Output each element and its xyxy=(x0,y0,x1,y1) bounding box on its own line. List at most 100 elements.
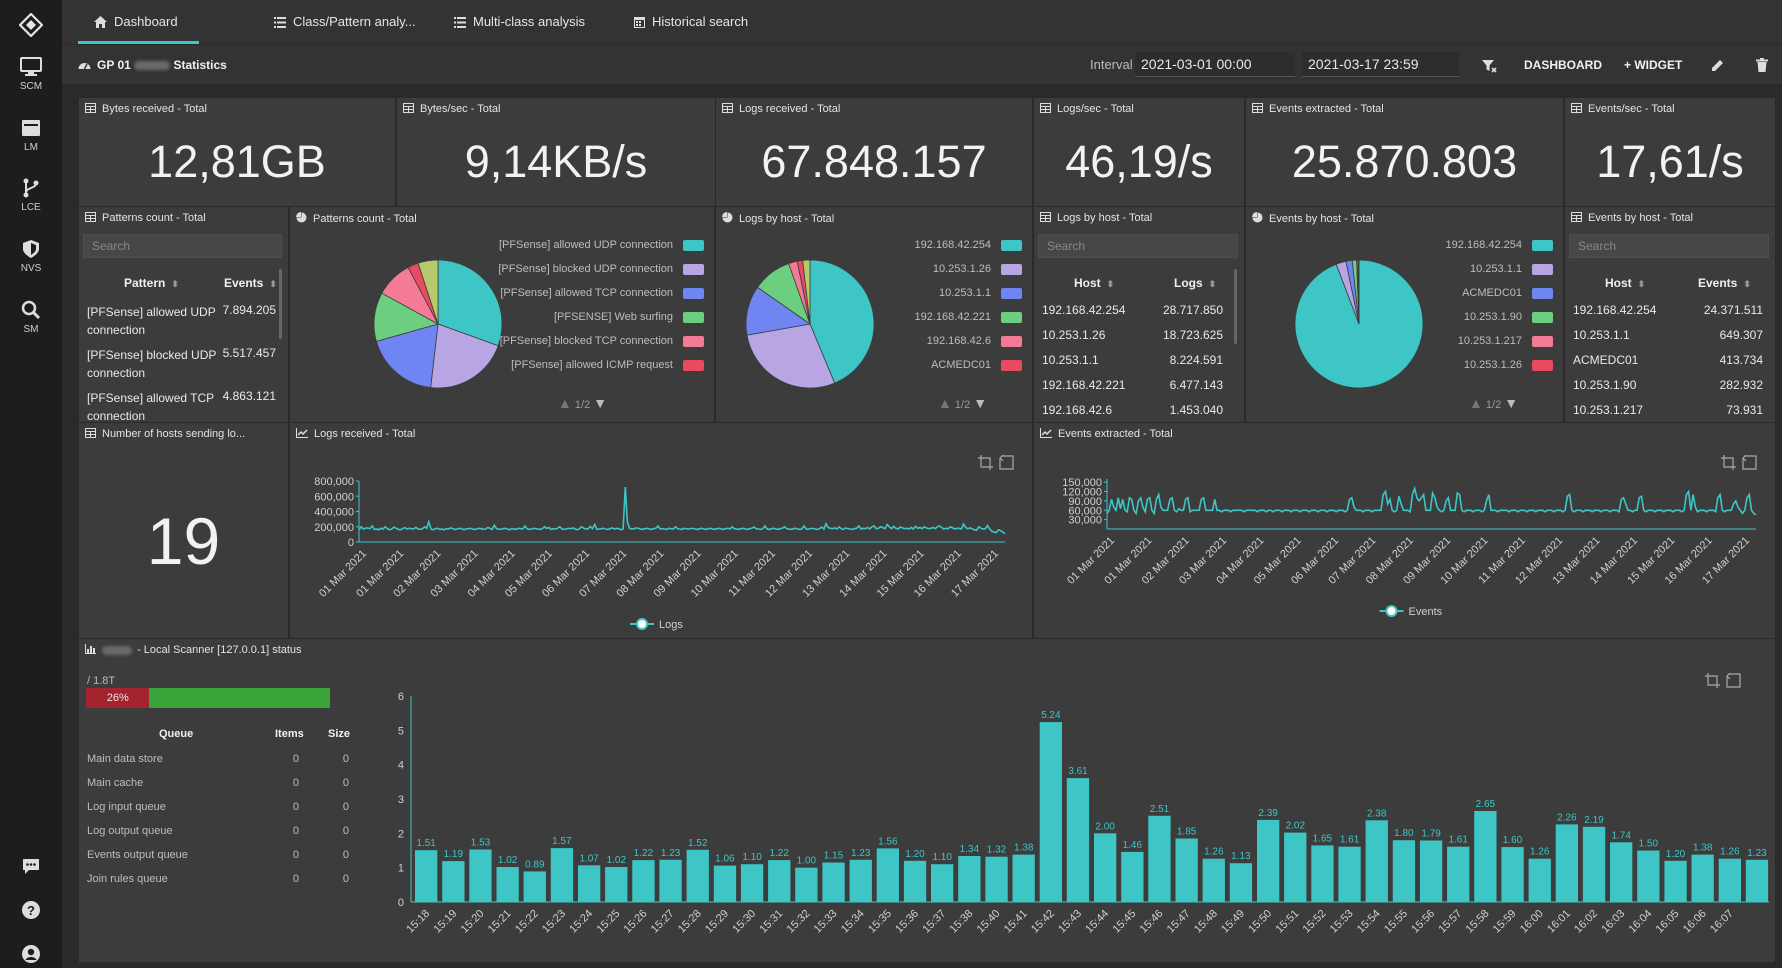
bar[interactable] xyxy=(550,848,574,902)
search-input[interactable]: Search xyxy=(83,234,282,258)
scrollbar[interactable] xyxy=(279,269,282,339)
legend-swatch[interactable] xyxy=(1001,288,1022,299)
bar[interactable] xyxy=(1311,845,1334,902)
legend-swatch[interactable] xyxy=(1532,288,1553,299)
bar[interactable] xyxy=(849,859,872,902)
bar[interactable] xyxy=(1338,846,1361,902)
reset-zoom-icon[interactable] xyxy=(1726,672,1741,688)
sort-icon[interactable]: ⬍ xyxy=(1208,279,1217,289)
legend-swatch[interactable] xyxy=(1532,360,1553,371)
add-widget-button[interactable]: + WIDGET xyxy=(1624,58,1683,72)
chat-icon[interactable] xyxy=(21,856,41,876)
zoom-icon[interactable] xyxy=(1721,455,1736,470)
legend-swatch[interactable] xyxy=(1532,312,1553,323)
pager-down-icon[interactable]: ▼ xyxy=(593,395,608,411)
pager-up-icon[interactable]: ▲ xyxy=(1469,395,1483,411)
bar[interactable] xyxy=(876,848,899,902)
bar[interactable] xyxy=(1202,858,1225,902)
bar[interactable] xyxy=(578,865,601,902)
date-from-input[interactable]: 2021-03-01 00:00 xyxy=(1135,52,1295,77)
bar[interactable] xyxy=(1257,819,1280,902)
bar[interactable] xyxy=(659,859,682,902)
bar[interactable] xyxy=(1419,840,1443,903)
pie-slice[interactable] xyxy=(746,323,836,389)
legend-swatch[interactable] xyxy=(683,264,704,275)
sidebar-item-sm[interactable]: SM xyxy=(0,300,62,335)
bar[interactable] xyxy=(1175,838,1198,903)
bar[interactable] xyxy=(1691,854,1714,902)
bar[interactable] xyxy=(1528,858,1551,902)
tab-historical-search[interactable]: Historical search xyxy=(634,0,748,44)
column-header-events[interactable]: Events ⬍ xyxy=(224,276,277,290)
bar[interactable] xyxy=(523,871,546,902)
bar[interactable] xyxy=(1610,842,1633,902)
bar[interactable] xyxy=(415,850,438,902)
tab-class-pattern-analysis[interactable]: Class/Pattern analy... xyxy=(274,0,416,44)
pager-down-icon[interactable]: ▼ xyxy=(973,395,988,411)
bar[interactable] xyxy=(1745,859,1769,902)
bar[interactable] xyxy=(985,856,1008,902)
pie-slice[interactable] xyxy=(437,259,503,347)
bar[interactable] xyxy=(1392,840,1416,902)
bar[interactable] xyxy=(1039,722,1062,902)
pager-up-icon[interactable]: ▲ xyxy=(558,395,572,411)
column-header-host[interactable]: Host ⬍ xyxy=(1074,276,1114,290)
tab-dashboard[interactable]: Dashboard xyxy=(78,0,199,44)
pie-slice[interactable] xyxy=(809,259,875,384)
legend-swatch[interactable] xyxy=(1001,312,1022,323)
bar[interactable] xyxy=(1094,833,1117,902)
bar[interactable] xyxy=(931,864,954,902)
bar[interactable] xyxy=(1637,850,1660,903)
bar[interactable] xyxy=(903,860,927,902)
legend-swatch[interactable] xyxy=(683,288,704,299)
bar[interactable] xyxy=(469,849,492,903)
zoom-icon[interactable] xyxy=(978,455,993,470)
bar[interactable] xyxy=(795,867,818,902)
search-input[interactable]: Search xyxy=(1569,234,1769,258)
bar[interactable] xyxy=(1664,860,1687,902)
legend-swatch[interactable] xyxy=(683,360,704,371)
column-header-logs[interactable]: Logs ⬍ xyxy=(1174,276,1216,290)
legend-swatch[interactable] xyxy=(683,312,704,323)
sort-icon[interactable]: ⬍ xyxy=(171,279,179,289)
sidebar-item-nvs[interactable]: NVS xyxy=(0,239,62,274)
legend-swatch[interactable] xyxy=(1532,264,1553,275)
legend-swatch[interactable] xyxy=(1001,360,1022,371)
dashboard-button[interactable]: DASHBOARD xyxy=(1524,58,1602,72)
legend-swatch[interactable] xyxy=(1532,240,1553,251)
bar[interactable] xyxy=(1365,820,1388,902)
legend-swatch[interactable] xyxy=(1001,264,1022,275)
clear-filter-icon[interactable] xyxy=(1481,59,1497,73)
legend-swatch[interactable] xyxy=(1001,336,1022,347)
pie-slice[interactable] xyxy=(417,259,439,325)
app-logo-icon[interactable] xyxy=(19,13,43,37)
bar[interactable] xyxy=(1447,846,1470,902)
bar[interactable] xyxy=(1474,811,1497,902)
pager-up-icon[interactable]: ▲ xyxy=(938,395,952,411)
reset-zoom-icon[interactable] xyxy=(999,454,1014,470)
column-header-pattern[interactable]: Pattern ⬍ xyxy=(124,276,179,290)
bar[interactable] xyxy=(1012,854,1035,902)
sort-icon[interactable]: ⬍ xyxy=(1106,279,1115,289)
bar[interactable] xyxy=(1066,778,1090,902)
pie-slice[interactable] xyxy=(802,259,811,325)
bar[interactable] xyxy=(822,862,845,903)
sort-icon[interactable]: ⬍ xyxy=(269,279,277,289)
trash-icon[interactable] xyxy=(1756,58,1768,72)
bar[interactable] xyxy=(1582,826,1606,902)
search-input[interactable]: Search xyxy=(1038,234,1238,258)
bar[interactable] xyxy=(958,856,981,902)
date-to-input[interactable]: 2021-03-17 23:59 xyxy=(1302,52,1459,77)
sidebar-item-scm[interactable]: SCM xyxy=(0,57,62,92)
sort-icon[interactable]: ⬍ xyxy=(1743,279,1751,289)
pie-slice[interactable] xyxy=(375,323,439,389)
legend-swatch[interactable] xyxy=(1001,240,1022,251)
bar[interactable] xyxy=(1501,847,1524,902)
zoom-icon[interactable] xyxy=(1705,673,1720,688)
help-icon[interactable]: ? xyxy=(21,900,41,920)
column-header-events[interactable]: Events ⬍ xyxy=(1698,276,1751,290)
bar[interactable] xyxy=(1229,863,1253,902)
pager-down-icon[interactable]: ▼ xyxy=(1504,395,1519,411)
bar[interactable] xyxy=(768,860,791,902)
pie-slice[interactable] xyxy=(430,323,499,389)
